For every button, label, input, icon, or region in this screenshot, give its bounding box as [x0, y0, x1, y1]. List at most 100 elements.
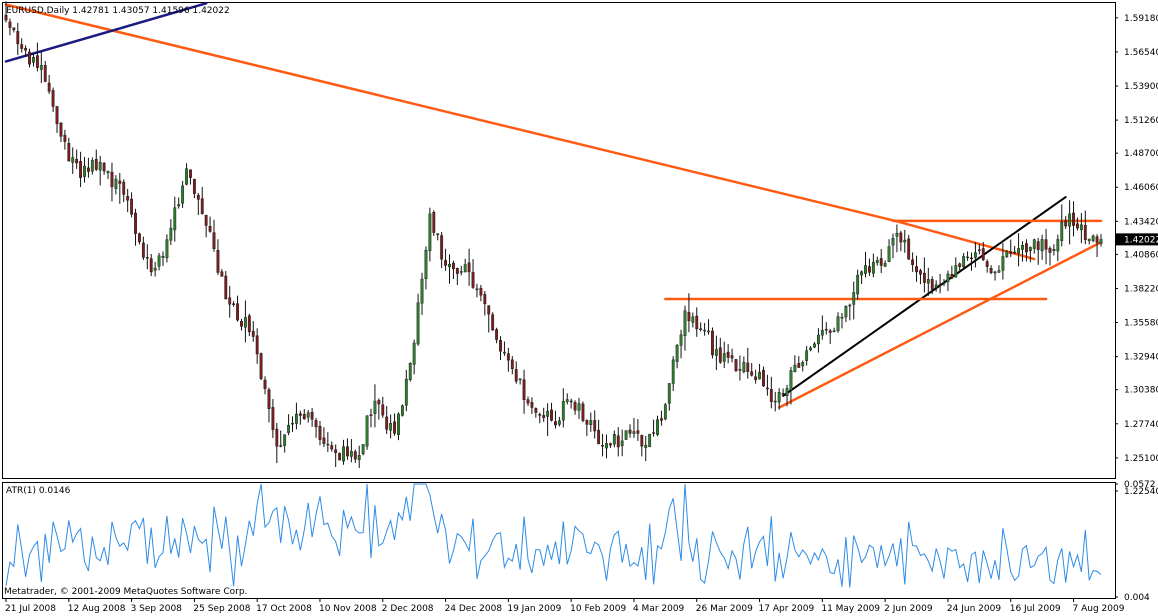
candle-body-down: [16, 31, 20, 45]
candle: [397, 412, 400, 441]
candle-body-down: [145, 257, 149, 259]
candle: [353, 449, 357, 464]
candle: [436, 233, 440, 241]
candle-body-up: [962, 256, 966, 268]
candle-body-down: [1013, 251, 1017, 254]
candle-body-down: [467, 262, 471, 273]
candle-body-up: [400, 405, 404, 416]
candle: [522, 369, 526, 414]
candle-body-up: [416, 302, 420, 345]
candle: [35, 42, 39, 72]
candle-body-down: [1036, 241, 1040, 250]
candle: [12, 27, 16, 33]
candle: [907, 234, 911, 260]
candle: [334, 444, 338, 467]
candle: [711, 327, 714, 359]
candle-body-down: [569, 400, 573, 403]
candle: [424, 246, 428, 290]
candle: [306, 410, 310, 423]
candle: [934, 280, 938, 292]
candle: [416, 293, 420, 346]
candle-body-down: [868, 266, 871, 273]
candle-body-down: [828, 330, 832, 333]
candle: [667, 383, 671, 411]
candle-body-down: [28, 51, 31, 65]
candle-body-up: [287, 424, 290, 433]
time-tick-label: 2 Dec 2008: [382, 604, 434, 614]
candle: [122, 179, 126, 203]
candle: [236, 295, 239, 322]
candle: [181, 180, 185, 208]
candle: [879, 249, 883, 274]
candle: [597, 419, 601, 445]
candle-body-up: [856, 274, 860, 295]
candle-body-down: [208, 226, 212, 232]
candle: [922, 257, 926, 293]
price-tick-label: 1.59180: [1124, 14, 1158, 24]
candle-body-down: [275, 428, 279, 447]
candle-body-down: [63, 134, 67, 142]
candle: [63, 129, 67, 150]
candle-body-down: [660, 418, 663, 421]
candle: [981, 241, 985, 261]
candle-body-up: [106, 171, 110, 174]
candle-body-down: [487, 305, 491, 315]
candle-body-down: [911, 259, 915, 266]
candle: [39, 51, 43, 84]
candle-body-down: [8, 21, 12, 28]
candle: [322, 427, 326, 447]
candle: [820, 315, 824, 340]
candle-body-up: [836, 316, 840, 332]
candle: [989, 265, 993, 275]
candle: [1091, 234, 1095, 243]
price-tick-label: 1.35580: [1124, 319, 1158, 329]
candle-body-down: [444, 260, 447, 266]
candle: [636, 419, 640, 441]
candle: [243, 300, 247, 343]
candle-body-down: [726, 351, 730, 358]
candle: [742, 356, 746, 374]
candle-body-up: [671, 359, 675, 384]
candle: [848, 303, 852, 321]
candle-body-up: [848, 304, 852, 307]
candle: [644, 435, 648, 462]
candle: [393, 413, 396, 436]
candle-body-up: [844, 306, 848, 318]
candle-body-up: [887, 246, 891, 263]
candle-body-down: [102, 162, 106, 172]
price-axis: 1.59180 1.56540 1.53900 1.51260 1.48700 1.460…: [1115, 14, 1158, 497]
candle-body-down: [581, 403, 585, 421]
candle: [1032, 238, 1036, 254]
candle: [801, 360, 805, 372]
candle-body-up: [420, 278, 424, 304]
candle: [467, 248, 471, 286]
candle: [1005, 250, 1009, 258]
candle-body-down: [24, 48, 28, 51]
candle-body-up: [557, 420, 561, 425]
candle-body-up: [1052, 249, 1056, 252]
candle-body-down: [247, 315, 251, 333]
candle: [911, 252, 915, 272]
candle-body-down: [1083, 224, 1087, 240]
candle-body-down: [385, 416, 389, 430]
candle: [722, 341, 726, 369]
candle: [28, 48, 31, 68]
candle-body-down: [353, 451, 357, 460]
candle: [608, 442, 612, 449]
candle: [47, 74, 51, 94]
candle: [977, 244, 981, 255]
candle: [1025, 239, 1028, 262]
candle: [106, 170, 110, 179]
price-pane-header: EURUSD,Daily 1.42781 1.43057 1.41596 1.4…: [6, 6, 230, 16]
candle: [628, 424, 632, 438]
candle: [534, 407, 538, 418]
candle-body-down: [514, 369, 518, 382]
candle-body-up: [181, 185, 185, 204]
candle: [404, 369, 408, 412]
candle: [840, 312, 844, 329]
candle: [836, 312, 840, 333]
candle: [891, 233, 895, 259]
candle: [310, 408, 314, 427]
candle: [903, 229, 907, 253]
